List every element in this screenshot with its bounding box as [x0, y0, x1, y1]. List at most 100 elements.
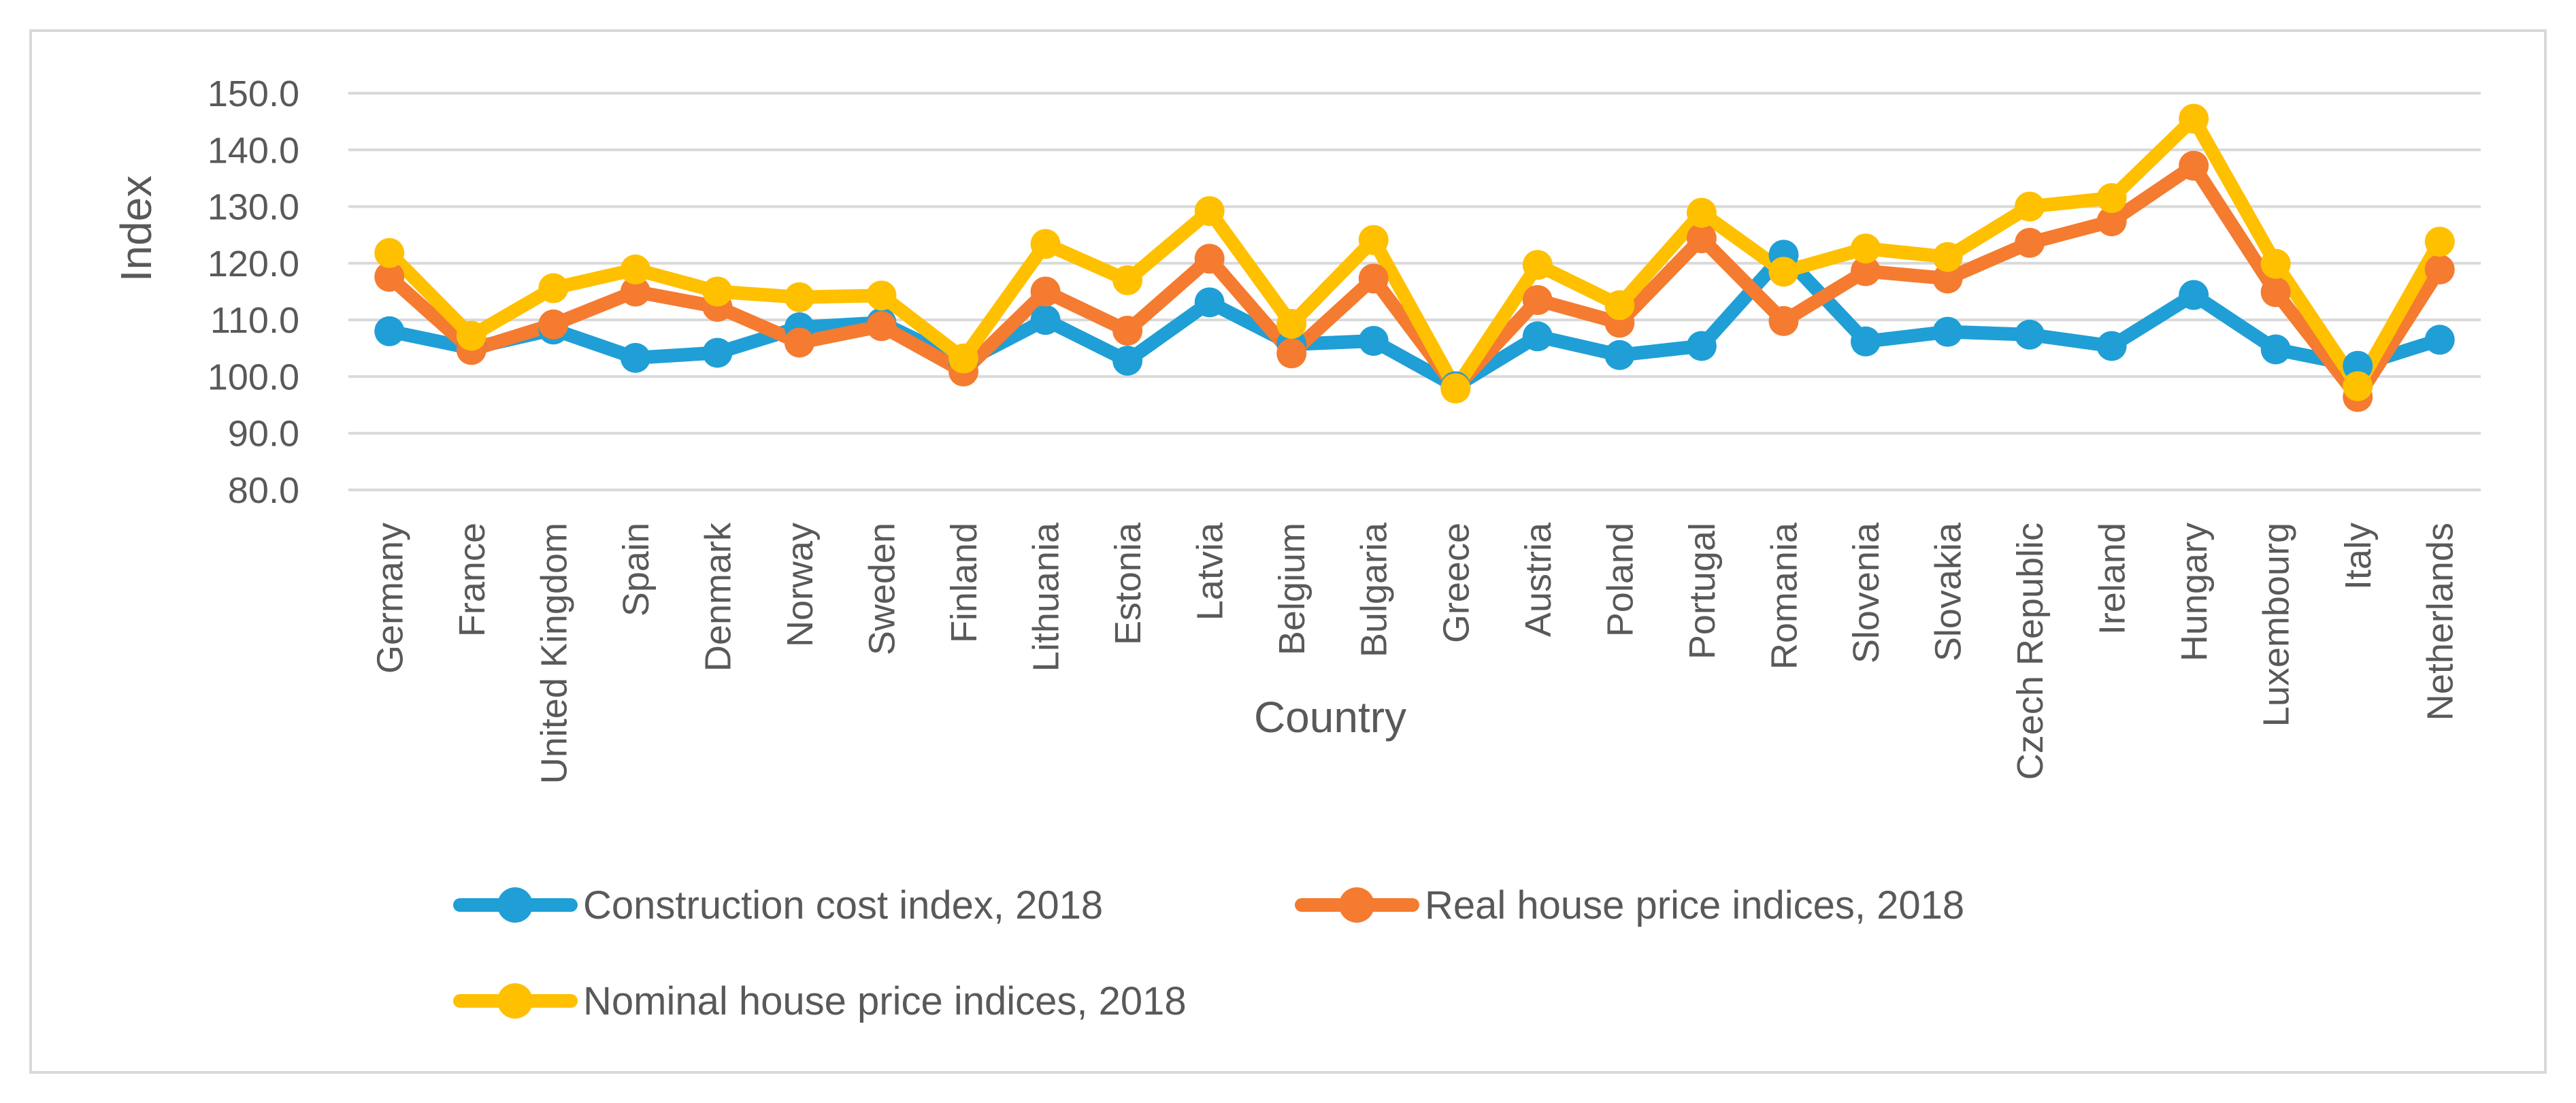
y-tick-label: 80.0 [228, 470, 299, 511]
x-tick-label: Romania [1764, 522, 1804, 670]
x-tick-label: Ireland [2092, 523, 2133, 635]
data-point [784, 282, 814, 312]
x-tick-label: Czech Republic [2010, 523, 2051, 780]
data-point [2424, 227, 2455, 257]
data-point [2179, 150, 2209, 181]
data-point [456, 320, 486, 351]
y-tick-label: 100.0 [208, 357, 299, 397]
x-tick-label: Spain [616, 523, 657, 616]
data-point [1686, 223, 1717, 254]
data-point [1850, 326, 1881, 357]
y-tick-label: 130.0 [208, 187, 299, 228]
data-point [2015, 191, 2045, 222]
data-point [1686, 331, 1717, 361]
data-point [2096, 206, 2127, 237]
data-point [2096, 183, 2127, 214]
data-point [1358, 225, 1389, 255]
legend: Construction cost index, 2018 Real house … [453, 883, 1964, 1023]
x-tick-label: Poland [1600, 523, 1640, 637]
data-point [1358, 263, 1389, 294]
legend-label: Construction cost index, 2018 [583, 883, 1103, 927]
data-point [2260, 334, 2291, 365]
data-point [620, 254, 650, 285]
x-tick-label: Hungary [2174, 523, 2215, 661]
data-point [2424, 254, 2455, 285]
data-point [2015, 227, 2045, 258]
data-point [2424, 325, 2455, 355]
x-tick-label: Slovenia [1846, 522, 1887, 663]
data-point [1194, 287, 1225, 318]
data-point [1522, 284, 1553, 315]
y-tick-label: 140.0 [208, 130, 299, 171]
data-point [2096, 331, 2127, 361]
legend-item: Nominal house price indices, 2018 [453, 979, 1187, 1023]
x-tick-label: Belgium [1272, 523, 1312, 655]
data-point [2260, 277, 2291, 308]
legend-item: Construction cost index, 2018 [453, 883, 1103, 927]
x-tick-label: Germany [369, 523, 410, 674]
x-tick-label: Slovakia [1928, 522, 1969, 661]
data-point [2260, 248, 2291, 279]
x-tick-label: Portugal [1682, 523, 1723, 659]
x-tick-label: Netherlands [2420, 523, 2461, 721]
legend-marker [1339, 887, 1374, 923]
data-point [1030, 276, 1061, 307]
data-point [866, 280, 897, 311]
x-tick-label: Luxembourg [2256, 523, 2297, 727]
data-point [1194, 244, 1225, 274]
x-tick-label: Latvia [1190, 522, 1231, 621]
x-tick-label: France [452, 523, 493, 637]
data-point [1686, 197, 1717, 228]
x-tick-label: United Kingdom [533, 523, 574, 784]
data-point [1932, 263, 1963, 294]
data-point [374, 316, 405, 346]
data-point [1604, 340, 1635, 370]
data-point [702, 276, 733, 307]
data-point [1358, 325, 1389, 356]
x-tick-label: Sweden [862, 523, 903, 655]
legend-label: Real house price indices, 2018 [1425, 883, 1964, 927]
data-point [1768, 257, 1799, 287]
x-tick-label: Lithuania [1026, 522, 1067, 672]
y-tick-label: 120.0 [208, 244, 299, 284]
x-tick-label: Bulgaria [1354, 522, 1395, 657]
y-axis-tick-labels: 80.0 90.0 100.0 110.0 120.0 130.0 140.0 150.0 [208, 73, 299, 511]
y-tick-label: 110.0 [210, 300, 299, 341]
data-point [620, 276, 650, 307]
data-point [374, 261, 405, 292]
x-tick-label: Denmark [697, 522, 738, 672]
x-tick-label: Norway [780, 523, 821, 647]
data-point [2179, 103, 2209, 134]
data-point [1112, 346, 1143, 376]
data-point [1604, 290, 1635, 320]
y-tick-label: 90.0 [228, 414, 299, 455]
y-tick-label: 150.0 [208, 73, 299, 114]
data-point [1522, 321, 1553, 352]
data-point [784, 327, 814, 358]
data-point [620, 342, 650, 373]
data-point [2179, 280, 2209, 310]
data-point [2015, 319, 2045, 350]
x-axis-title: Country [1254, 693, 1406, 742]
legend-item: Real house price indices, 2018 [1295, 883, 1964, 927]
legend-marker [497, 983, 533, 1019]
data-point [1850, 233, 1881, 264]
x-tick-label: Estonia [1108, 522, 1149, 645]
data-point [2343, 371, 2373, 401]
data-point [1932, 316, 1963, 347]
x-tick-label: Finland [944, 523, 985, 643]
y-axis-title: Index [112, 176, 161, 282]
legend-label: Nominal house price indices, 2018 [583, 979, 1187, 1023]
data-point [374, 237, 405, 268]
data-point [1030, 305, 1061, 335]
data-point [1194, 196, 1225, 227]
data-point [1276, 338, 1307, 369]
data-point [1522, 250, 1553, 280]
data-point [1850, 256, 1881, 286]
legend-marker [497, 887, 533, 923]
data-point [866, 311, 897, 342]
data-point [1932, 242, 1963, 272]
data-point [1112, 265, 1143, 295]
data-point [538, 309, 569, 340]
